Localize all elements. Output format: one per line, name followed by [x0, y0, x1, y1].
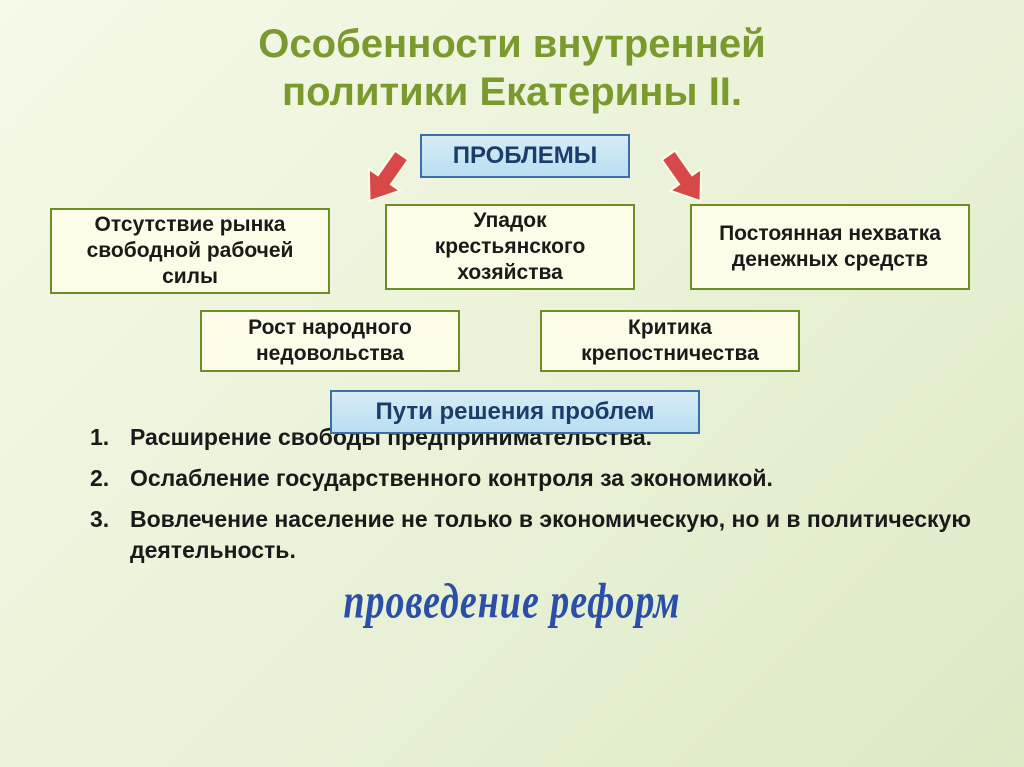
problem-box-4: Критика крепостничества — [540, 310, 800, 372]
problems-header-text: ПРОБЛЕМЫ — [453, 141, 598, 171]
solution-num-0: 1. — [90, 422, 130, 453]
diagram: ПРОБЛЕМЫ Отсутствие рынка свободной рабо… — [50, 134, 974, 414]
problem-text-0: Отсутствие рынка свободной рабочей силы — [62, 212, 318, 291]
title-line2: политики Екатерины II. — [282, 70, 742, 114]
solution-text-1: Ослабление государственного контроля за … — [130, 463, 773, 494]
title-line1: Особенности внутренней — [258, 22, 765, 66]
solution-num-2: 3. — [90, 504, 130, 566]
solutions-list: 1. Расширение свободы предпринимательств… — [50, 422, 974, 566]
solutions-header: Пути решения проблем — [330, 390, 700, 434]
solution-item-2: 3. Вовлечение население не только в экон… — [90, 504, 974, 566]
problem-text-3: Рост народного недовольства — [212, 315, 448, 368]
solution-num-1: 2. — [90, 463, 130, 494]
main-title: Особенности внутренней политики Екатерин… — [50, 20, 974, 116]
problems-header: ПРОБЛЕМЫ — [420, 134, 630, 178]
solution-item-1: 2. Ослабление государственного контроля … — [90, 463, 974, 494]
problem-box-0: Отсутствие рынка свободной рабочей силы — [50, 208, 330, 294]
problem-text-1: Упадок крестьянского хозяйства — [397, 208, 623, 287]
problem-box-3: Рост народного недовольства — [200, 310, 460, 372]
solutions-header-text: Пути решения проблем — [375, 397, 654, 427]
problem-box-2: Постоянная нехватка денежных средств — [690, 204, 970, 290]
problem-box-1: Упадок крестьянского хозяйства — [385, 204, 635, 290]
problem-text-4: Критика крепостничества — [552, 315, 788, 368]
footer-label: проведение реформ — [343, 575, 680, 630]
footer-text: проведение реформ — [50, 574, 974, 631]
solution-text-2: Вовлечение население не только в экономи… — [130, 504, 974, 566]
problem-text-2: Постоянная нехватка денежных средств — [702, 221, 958, 274]
